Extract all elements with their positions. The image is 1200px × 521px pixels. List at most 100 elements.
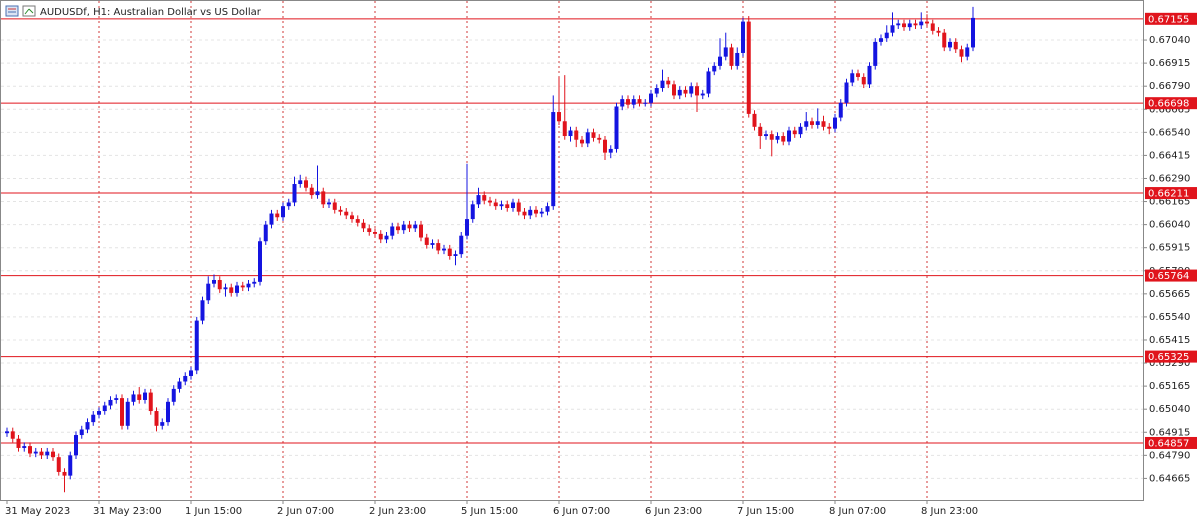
candle-body [292,184,297,203]
level-label: 0.65325 [1148,352,1189,363]
candle-body [298,180,303,185]
candle-body [844,82,849,103]
candle-body [223,287,228,290]
candle-body [252,281,257,284]
candle-body [620,99,625,107]
candle-body [171,388,176,402]
level-label-bg [1145,436,1197,449]
candle-body [758,126,763,137]
candle-body [217,279,222,290]
candle-body [154,411,159,426]
candle-body [281,206,285,218]
candle-body [246,283,251,288]
candle-body [189,370,193,376]
candle-body [833,117,837,129]
candle-body [867,65,872,85]
candle-body [787,130,791,142]
title-icon [5,5,36,17]
candle-body [424,237,429,245]
candle-body [925,21,929,24]
candle-body [902,23,906,28]
candle-body [873,41,878,66]
candle-body [62,471,67,476]
candle-body [315,191,320,196]
candle-body [879,38,883,42]
candle-body [769,134,774,140]
candle-body [459,235,464,255]
candle-body [781,136,786,142]
candle-body [798,126,803,135]
grid [1,1,1143,500]
x-tick-label: 8 Jun 23:00 [921,506,978,517]
candle-body [396,226,400,231]
candle-body [10,431,15,439]
y-tick-label: 0.66415 [1149,150,1190,161]
candle-body [350,215,354,220]
candle-body [723,47,728,57]
candle-body [344,211,349,216]
candle-body [488,200,492,203]
candle-body [453,254,458,256]
candle-body [907,23,912,28]
candle-body [419,224,423,238]
x-tick-label: 7 Jun 15:00 [737,506,794,517]
candle-body [654,88,659,94]
candle-body [884,32,889,39]
candle-body [5,431,9,434]
candle-body [585,132,590,144]
candle-body [177,381,182,389]
candle-body [522,211,527,216]
candle-body [580,139,584,144]
candle-body [373,232,377,234]
candle-body [321,191,326,205]
candle-body [643,102,648,104]
candle-body [775,136,780,140]
candle-body [959,49,964,57]
candle-body [125,401,130,426]
candle-body [470,204,475,220]
candle-body [160,422,165,426]
level-label-bg [1145,350,1197,363]
candle-body [597,137,602,140]
candle-body [304,180,308,188]
candle-body [269,213,274,225]
candle-body [919,21,924,26]
candle-body [856,73,860,77]
candle-body [706,71,711,94]
candle-body [971,17,975,48]
candle-body [677,89,682,96]
x-tick-label: 8 Jun 07:00 [829,506,886,517]
candle-body [16,438,21,448]
candle-body [511,202,515,209]
candle-body [936,30,941,33]
candle-body [332,202,337,210]
candle-body [746,21,751,114]
candle-body [614,106,619,149]
candle-body [649,93,653,103]
candle-body [200,300,205,321]
x-tick-label: 31 May 23:00 [93,506,162,517]
candle-body [557,112,561,122]
candle-body [591,132,596,138]
candle-body [22,446,27,448]
candle-body [327,202,331,205]
candle-body [309,187,314,196]
candle-body [442,248,446,251]
candle-body [965,47,970,57]
y-tick-label: 0.67040 [1149,35,1190,46]
candle-body [137,394,142,400]
y-tick-label: 0.65290 [1149,358,1190,369]
candle-body [827,126,832,129]
candle-body [465,219,469,236]
candle-body [718,56,722,66]
candle-body [143,392,147,400]
plot-frame [0,0,1144,501]
candle-body [476,195,481,205]
candle-body [499,204,504,207]
x-tick-label: 2 Jun 07:00 [277,506,334,517]
candle-body [166,401,170,423]
candle-body [102,405,107,412]
candle-body [51,451,55,458]
